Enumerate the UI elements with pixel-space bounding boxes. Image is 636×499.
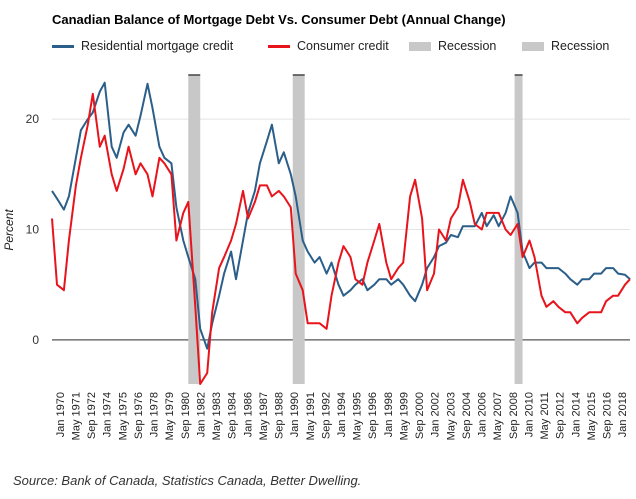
legend-swatch-consumer bbox=[268, 44, 290, 48]
x-tick-label: Jan 1998 bbox=[383, 392, 395, 437]
x-tick-label: May 2011 bbox=[539, 392, 551, 440]
x-tick-label: Jan 2014 bbox=[570, 392, 582, 437]
x-tick-label: Jan 1986 bbox=[242, 392, 254, 437]
x-tick-label: Sep 1984 bbox=[227, 392, 239, 439]
plot-area: Percent 0 10 20 Jan 1970 May 1971 Sep 1972 Ja… bbox=[2, 74, 631, 440]
recession-band bbox=[292, 75, 305, 384]
x-tick-label: Jan 2018 bbox=[617, 392, 629, 437]
x-tick-label: May 1987 bbox=[258, 392, 270, 440]
x-tick-label: May 2015 bbox=[586, 392, 598, 440]
x-tick-label: Sep 2008 bbox=[508, 392, 520, 439]
series-line-mortgage bbox=[51, 81, 631, 350]
legend-label-consumer: Consumer credit bbox=[297, 39, 389, 53]
x-tick-label: Jan 1990 bbox=[289, 392, 301, 437]
x-tick-label: Sep 1992 bbox=[320, 392, 332, 439]
x-tick-label: Sep 2000 bbox=[414, 392, 426, 439]
legend-item-mortgage: Residential mortgage credit bbox=[52, 38, 233, 54]
x-tick-label: Sep 2004 bbox=[461, 392, 473, 439]
source-note: Source: Bank of Canada, Statistics Canad… bbox=[13, 473, 362, 488]
x-tick-label: May 1991 bbox=[305, 392, 317, 440]
x-tick-label: Sep 2016 bbox=[602, 392, 614, 439]
x-tick-label: Sep 1972 bbox=[86, 392, 98, 439]
chart-title: Canadian Balance of Mortgage Debt Vs. Co… bbox=[52, 12, 506, 27]
x-tick-label: Jan 1970 bbox=[55, 392, 67, 437]
legend-item-recession-a: Recession bbox=[409, 38, 496, 54]
y-tick-label: 20 bbox=[26, 112, 40, 126]
legend-item-consumer: Consumer credit bbox=[268, 38, 389, 54]
x-tick-label: Sep 2012 bbox=[555, 392, 567, 439]
legend-swatch-mortgage bbox=[52, 44, 74, 48]
recession-band bbox=[188, 75, 201, 384]
legend-swatch-recession-b bbox=[522, 41, 544, 51]
x-tick-label: Jan 2002 bbox=[430, 392, 442, 437]
x-tick-label: Jan 1974 bbox=[102, 392, 114, 437]
x-tick-label: Jan 1994 bbox=[336, 392, 348, 437]
legend-swatch-recession-a bbox=[409, 41, 431, 51]
x-tick-label: May 1999 bbox=[398, 392, 410, 440]
x-tick-label: May 1983 bbox=[211, 392, 223, 440]
x-tick-label: Jan 2010 bbox=[523, 392, 535, 437]
y-axis-label: Percent bbox=[2, 209, 16, 251]
x-tick-label: May 1979 bbox=[164, 392, 176, 440]
x-tick-label: Sep 1980 bbox=[180, 392, 192, 439]
legend-label-recession-b: Recession bbox=[551, 39, 610, 53]
x-tick-label: Jan 1982 bbox=[195, 392, 207, 437]
x-tick-label: Jan 2006 bbox=[477, 392, 489, 437]
x-tick-label: Sep 1996 bbox=[367, 392, 379, 439]
x-tick-label: Jan 1978 bbox=[149, 392, 161, 437]
x-tick-label: May 1975 bbox=[117, 392, 129, 440]
x-tick-label: Sep 1988 bbox=[274, 392, 286, 439]
legend-item-recession-b: Recession bbox=[522, 38, 609, 54]
x-tick-label: May 2003 bbox=[445, 392, 457, 440]
x-tick-label: Sep 1976 bbox=[133, 392, 145, 439]
legend-label-recession-a: Recession bbox=[438, 39, 497, 53]
series-line-consumer bbox=[51, 92, 631, 385]
x-tick-label: May 1971 bbox=[70, 392, 82, 440]
legend-label-mortgage: Residential mortgage credit bbox=[81, 39, 234, 53]
y-tick-label: 0 bbox=[32, 333, 39, 347]
x-tick-label: May 2007 bbox=[492, 392, 504, 440]
y-tick-label: 10 bbox=[26, 223, 40, 237]
x-tick-label: May 1995 bbox=[352, 392, 364, 440]
